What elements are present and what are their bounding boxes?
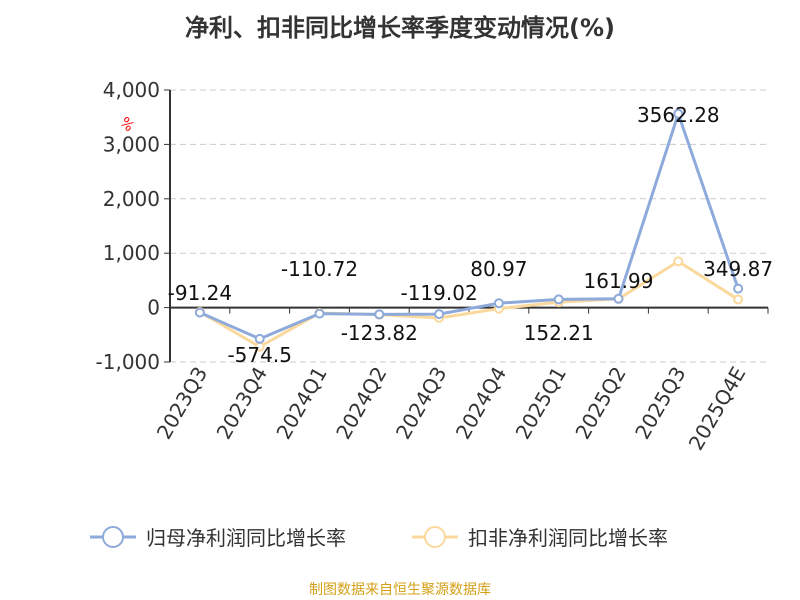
data-point [613, 293, 624, 304]
data-point [374, 309, 385, 320]
data-label: -123.82 [341, 321, 418, 345]
x-tick-label: 2025Q4E [684, 363, 751, 455]
x-tick-label: 2023Q3 [152, 363, 212, 444]
legend-marker [102, 526, 124, 548]
data-label: 3562.28 [637, 103, 720, 127]
data-label: 349.87 [703, 257, 773, 281]
y-tick-label: 1,000 [103, 241, 160, 265]
x-tick-label: 2024Q4 [451, 363, 511, 444]
x-tick-label: 2025Q2 [570, 363, 630, 444]
data-point [733, 283, 744, 294]
y-tick-label: -1,000 [96, 350, 160, 374]
x-tick-label: 2024Q3 [391, 362, 451, 443]
series-line [199, 109, 740, 341]
x-tick-label: 2024Q2 [331, 363, 391, 444]
x-tick-label: 2025Q1 [511, 363, 571, 444]
legend-label: 扣非净利润同比增长率 [468, 526, 668, 550]
data-point [194, 307, 205, 318]
x-tick-label: 2023Q4 [212, 363, 272, 444]
data-label: 161.99 [584, 269, 654, 293]
data-point [314, 308, 325, 319]
data-point [733, 294, 744, 305]
x-tick-label: 2025Q3 [630, 363, 690, 444]
source-note: 制图数据来自恒生聚源数据库 [309, 582, 491, 598]
y-tick-label: 2,000 [103, 187, 160, 211]
data-label: -110.72 [281, 257, 358, 281]
data-label: -91.24 [168, 281, 232, 305]
data-point [673, 256, 684, 267]
data-label: -119.02 [400, 281, 477, 305]
series-line [199, 259, 739, 349]
y-tick-label: 4,000 [103, 78, 160, 102]
legend-marker [424, 526, 446, 548]
data-point [434, 309, 445, 320]
legend-label: 归母净利润同比增长率 [146, 526, 346, 550]
data-label: 80.97 [470, 257, 527, 281]
data-point [553, 294, 564, 305]
data-label: 152.21 [524, 321, 594, 345]
y-tick-label: 3,000 [103, 132, 160, 156]
data-point [493, 298, 504, 309]
data-label: -574.5 [227, 343, 291, 367]
chart-title: 净利、扣非同比增长率季度变动情况(%) [185, 14, 615, 42]
y-tick-label: 0 [147, 296, 160, 320]
x-tick-label: 2024Q1 [271, 363, 331, 444]
data-point [254, 333, 265, 344]
data-point [673, 108, 684, 119]
